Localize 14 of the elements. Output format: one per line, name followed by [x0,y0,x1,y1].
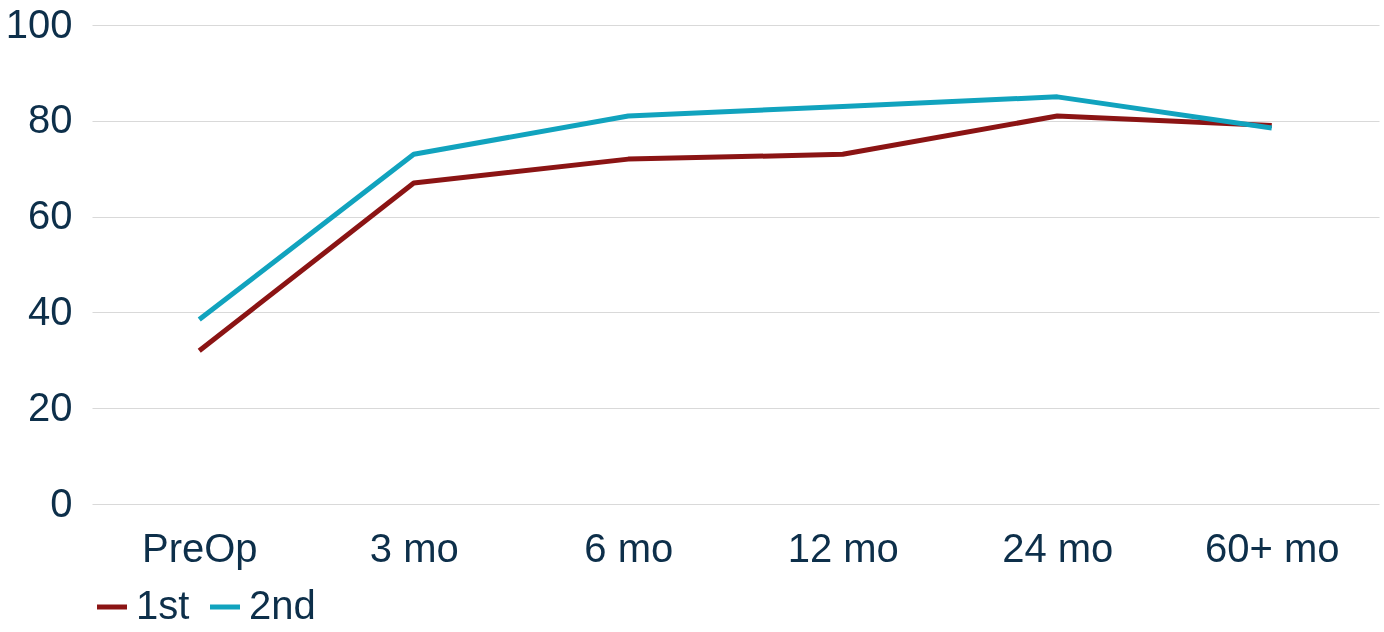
y-tick-label: 60 [28,193,73,238]
y-tick-label: 20 [28,384,73,429]
x-tick-label: 60+ mo [1204,525,1340,570]
legend-label: 2nd [249,583,316,627]
x-tick-label: 24 mo [1002,525,1114,570]
x-tick-label: 6 mo [584,525,674,570]
x-tick-label: 3 mo [369,525,459,570]
y-tick-label: 80 [28,97,73,142]
y-tick-label: 100 [5,1,73,46]
x-tick-label: PreOp [141,525,258,570]
y-tick-label: 0 [50,480,73,525]
y-tick-label: 40 [28,288,73,333]
legend-label: 1st [136,583,190,627]
x-tick-label: 12 mo [787,525,899,570]
